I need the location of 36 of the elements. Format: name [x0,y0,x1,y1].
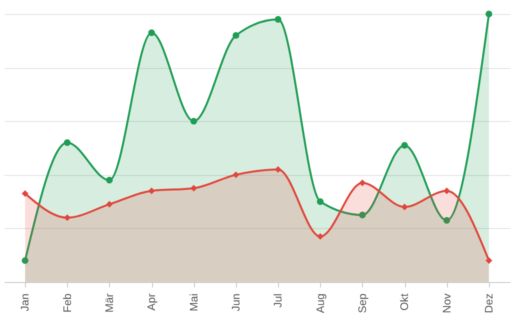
point [274,16,282,23]
point [401,204,408,210]
point [106,200,113,208]
point [64,214,71,222]
point [148,188,155,194]
x-tick-label: Jan [20,294,32,312]
point [106,176,113,184]
x-tick-label: Apr [146,293,158,311]
x-tick-label: Feb [62,294,74,312]
point [64,139,71,146]
point [401,142,408,149]
x-tick-label: Jul [272,294,285,308]
point [148,29,155,36]
x-tick-label: Nov [441,293,454,314]
point [486,257,492,264]
point [316,198,324,205]
point [190,184,198,192]
point [22,257,28,264]
point [359,212,366,218]
point [316,233,324,240]
point [359,179,366,186]
x-tick-label: Okt [399,294,412,311]
point [443,217,450,224]
point [486,10,492,18]
x-tick-label: Jun [230,294,242,312]
x-tick-label: Dez [483,294,496,314]
x-tick-label: Sep [356,294,369,314]
x-tick-label: Aug [314,294,327,314]
point [443,188,450,194]
point [232,171,240,178]
point [232,32,240,39]
point [190,118,198,125]
x-tick-label: Mai [188,294,200,312]
point [22,190,28,197]
x-tick-label: Mär [104,293,116,312]
point [274,166,282,173]
